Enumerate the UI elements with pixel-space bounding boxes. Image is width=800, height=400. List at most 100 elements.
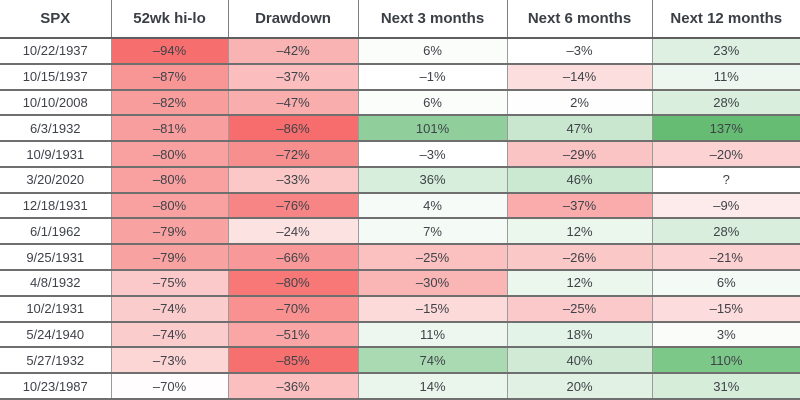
table-row: 10/22/1937 –94% –42% 6% –3% 23% — [0, 37, 800, 64]
value-cell: –80% — [110, 191, 228, 219]
date-cell: 4/8/1932 — [0, 269, 111, 296]
date-cell: 10/23/1987 — [0, 372, 111, 400]
value-cell: 110% — [651, 346, 800, 374]
value-cell: –25% — [506, 294, 652, 322]
table-row: 10/2/1931 –74% –70% –15% –25% –15% — [0, 294, 800, 322]
value-cell: –72% — [227, 140, 358, 167]
table-row: 3/20/2020 –80% –33% 36% 46% ? — [0, 165, 800, 193]
date-cell: 10/9/1931 — [0, 140, 111, 167]
value-cell: 28% — [651, 217, 800, 245]
value-cell: –70% — [110, 372, 228, 400]
value-cell: 11% — [357, 320, 507, 348]
value-cell: 47% — [506, 114, 652, 142]
value-cell: –37% — [506, 191, 652, 219]
value-cell: –85% — [227, 346, 358, 374]
value-cell: –42% — [227, 37, 358, 64]
date-cell: 5/27/1932 — [0, 346, 111, 374]
value-cell: –74% — [110, 294, 228, 322]
value-cell: –29% — [506, 140, 652, 167]
value-cell: –82% — [110, 88, 228, 116]
value-cell: –86% — [227, 114, 358, 142]
value-cell: 7% — [357, 217, 507, 245]
col-header-52wk-hi-lo: 52wk hi-lo — [110, 0, 228, 39]
value-cell: 6% — [651, 269, 800, 296]
value-cell: –79% — [110, 243, 228, 271]
value-cell: –80% — [110, 140, 228, 167]
value-cell: 6% — [357, 37, 507, 64]
value-cell: –36% — [227, 372, 358, 400]
col-header-next-6-months: Next 6 months — [506, 0, 652, 39]
date-cell: 10/2/1931 — [0, 294, 111, 322]
value-cell: –79% — [110, 217, 228, 245]
value-cell: 46% — [506, 165, 652, 193]
value-cell: 74% — [357, 346, 507, 374]
table-row: 10/9/1931 –80% –72% –3% –29% –20% — [0, 140, 800, 167]
value-cell: 14% — [357, 372, 507, 400]
table-row: 4/8/1932 –75% –80% –30% 12% 6% — [0, 269, 800, 296]
date-cell: 5/24/1940 — [0, 320, 111, 348]
value-cell: 28% — [651, 88, 800, 116]
value-cell: –1% — [357, 62, 507, 90]
value-cell: –14% — [506, 62, 652, 90]
value-cell: 6% — [357, 88, 507, 116]
value-cell: –15% — [357, 294, 507, 322]
value-cell: –9% — [651, 191, 800, 219]
value-cell: –37% — [227, 62, 358, 90]
value-cell: –81% — [110, 114, 228, 142]
date-cell: 10/22/1937 — [0, 37, 111, 64]
value-cell: 31% — [651, 372, 800, 400]
value-cell: –3% — [506, 37, 652, 64]
value-cell: 101% — [357, 114, 507, 142]
table-row: 10/23/1987 –70% –36% 14% 20% 31% — [0, 372, 800, 400]
date-cell: 10/15/1937 — [0, 62, 111, 90]
value-cell: 20% — [506, 372, 652, 400]
value-cell: –26% — [506, 243, 652, 271]
col-header-next-12-months: Next 12 months — [651, 0, 800, 39]
value-cell: –73% — [110, 346, 228, 374]
date-cell: 10/10/2008 — [0, 88, 111, 116]
table-row: 12/18/1931 –80% –76% 4% –37% –9% — [0, 191, 800, 219]
col-header-spx: SPX — [0, 0, 111, 39]
value-cell: –51% — [227, 320, 358, 348]
table-row: 10/10/2008 –82% –47% 6% 2% 28% — [0, 88, 800, 116]
value-cell: –80% — [110, 165, 228, 193]
date-cell: 6/1/1962 — [0, 217, 111, 245]
value-cell: –24% — [227, 217, 358, 245]
table-row: 5/27/1932 –73% –85% 74% 40% 110% — [0, 346, 800, 374]
value-cell: –70% — [227, 294, 358, 322]
col-header-next-3-months: Next 3 months — [357, 0, 507, 39]
value-cell: –74% — [110, 320, 228, 348]
value-cell: 23% — [651, 37, 800, 64]
date-cell: 6/3/1932 — [0, 114, 111, 142]
value-cell: –66% — [227, 243, 358, 271]
value-cell: –20% — [651, 140, 800, 167]
value-cell: 12% — [506, 217, 652, 245]
value-cell: –3% — [357, 140, 507, 167]
table-row: 10/15/1937 –87% –37% –1% –14% 11% — [0, 62, 800, 90]
value-cell: –33% — [227, 165, 358, 193]
value-cell: –15% — [651, 294, 800, 322]
value-cell: 12% — [506, 269, 652, 296]
value-cell: –80% — [227, 269, 358, 296]
value-cell: 36% — [357, 165, 507, 193]
date-cell: 3/20/2020 — [0, 165, 111, 193]
table-row: 6/1/1962 –79% –24% 7% 12% 28% — [0, 217, 800, 245]
value-cell: –75% — [110, 269, 228, 296]
value-cell: –94% — [110, 37, 228, 64]
col-header-drawdown: Drawdown — [227, 0, 358, 39]
value-cell: –21% — [651, 243, 800, 271]
value-cell: –47% — [227, 88, 358, 116]
table-row: 5/24/1940 –74% –51% 11% 18% 3% — [0, 320, 800, 348]
value-cell: –87% — [110, 62, 228, 90]
value-cell: –30% — [357, 269, 507, 296]
value-cell: 40% — [506, 346, 652, 374]
date-cell: 12/18/1931 — [0, 191, 111, 219]
value-cell: –25% — [357, 243, 507, 271]
value-cell: 4% — [357, 191, 507, 219]
table-row: 6/3/1932 –81% –86% 101% 47% 137% — [0, 114, 800, 142]
value-cell: 137% — [651, 114, 800, 142]
value-cell: 11% — [651, 62, 800, 90]
header-row: SPX 52wk hi-lo Drawdown Next 3 months Ne… — [0, 0, 800, 39]
value-cell: –76% — [227, 191, 358, 219]
